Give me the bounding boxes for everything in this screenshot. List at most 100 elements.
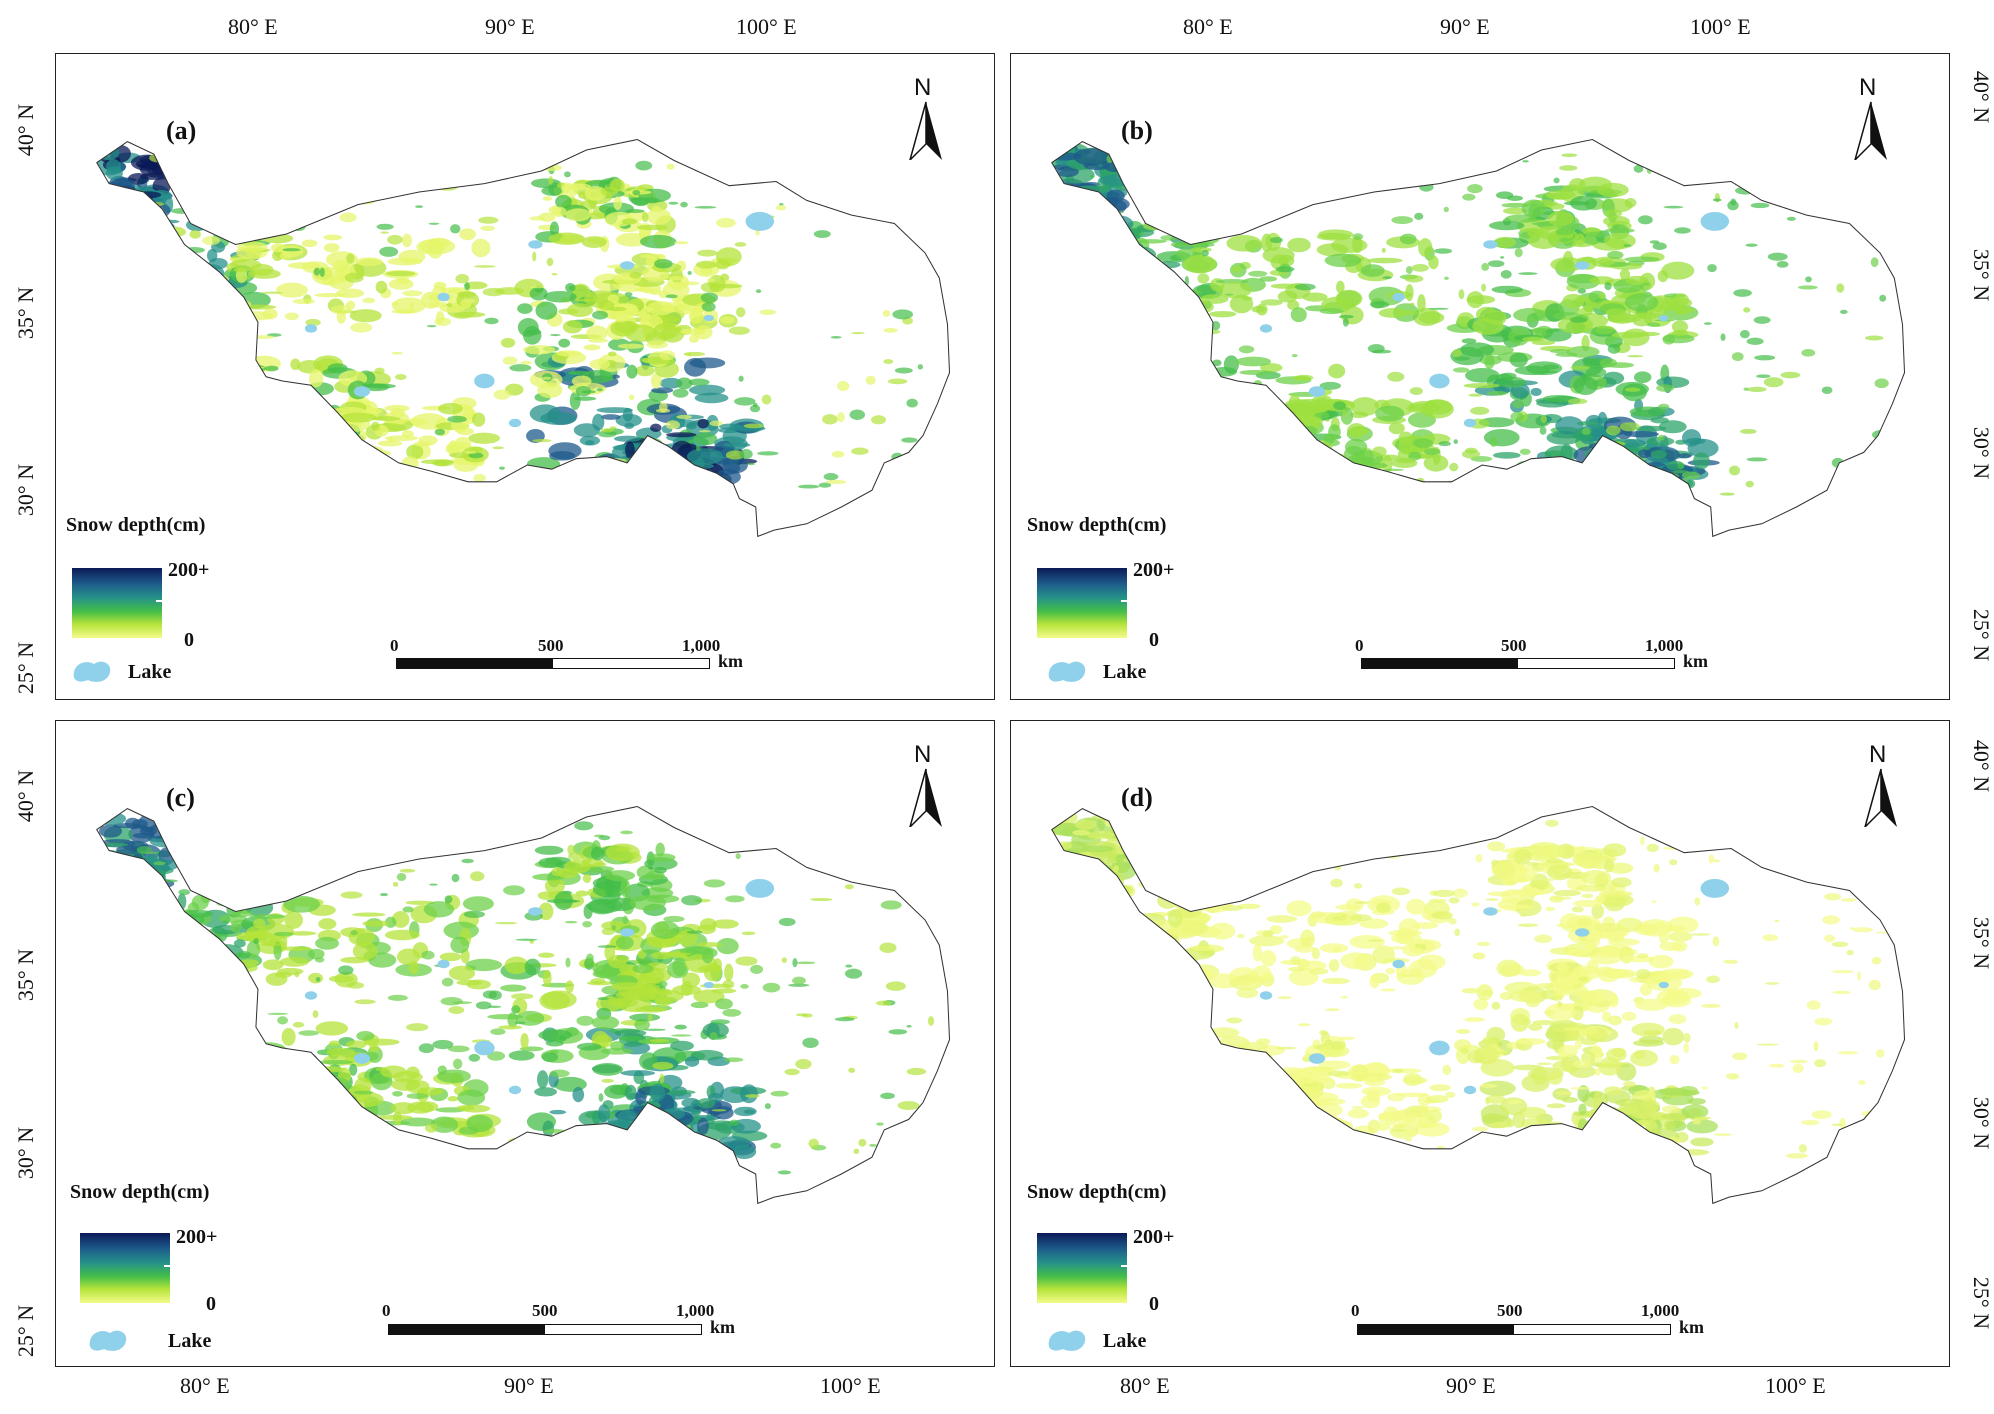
- lat-label-right-d-40: 40° N: [1969, 739, 1994, 793]
- legend-title: Snow depth(cm): [66, 514, 206, 536]
- lake-shape: [528, 907, 543, 916]
- lon-label-bottom-d-90: 90° E: [1446, 1373, 1496, 1398]
- lake-shape: [620, 928, 635, 937]
- lake-shape: [1483, 240, 1498, 249]
- lon-label-top-b-80: 80° E: [1183, 14, 1233, 39]
- legend-max: 200+: [1133, 559, 1175, 581]
- plateau-boundary: [1051, 805, 1906, 1205]
- north-arrow-icon: [908, 101, 942, 163]
- scale-end: 1,000: [1645, 636, 1684, 655]
- lon-label-top-b-90: 90° E: [1440, 14, 1490, 39]
- scale-mid: 500: [532, 1301, 558, 1320]
- lake-shape: [1429, 373, 1450, 389]
- lat-label-right-b-30: 30° N: [1969, 426, 1994, 480]
- lake-shape: [1700, 211, 1730, 231]
- lake-icon: [1048, 1330, 1086, 1351]
- lon-label-bottom-c-80: 80° E: [180, 1373, 230, 1398]
- lake-label: Lake: [128, 661, 172, 683]
- lon-label-top-b-100: 100° E: [1690, 14, 1751, 39]
- legend-min: 0: [1149, 1293, 1159, 1315]
- lat-label-left-a-40: 40° N: [13, 103, 39, 157]
- lake-shape: [1658, 981, 1669, 989]
- snow-cover-layer: [1051, 809, 1897, 1176]
- lake-shape: [1392, 959, 1405, 969]
- lake-shape: [1575, 261, 1590, 270]
- legend-min: 0: [184, 629, 194, 651]
- legend-min: 0: [206, 1293, 216, 1315]
- lake-shape: [703, 314, 714, 322]
- panel-label: (a): [166, 116, 197, 145]
- scale-bar: [1361, 658, 1675, 669]
- scale-zero: 0: [382, 1301, 391, 1320]
- lat-label-left-a-25: 25° N: [13, 641, 39, 695]
- legend-title: Snow depth(cm): [1027, 514, 1167, 536]
- scale-end: 1,000: [682, 636, 721, 655]
- lake-icon: [1048, 661, 1086, 682]
- north-arrow: N: [1861, 741, 1901, 830]
- lon-label-top-a-80: 80° E: [228, 14, 278, 39]
- legend-title: Snow depth(cm): [1027, 1181, 1167, 1203]
- lake-shape: [508, 1085, 522, 1095]
- lake-label: Lake: [1103, 1330, 1147, 1352]
- north-arrow-icon: [908, 768, 942, 830]
- lake-shape: [1483, 907, 1498, 916]
- scale-unit: km: [1679, 1317, 1705, 1337]
- lake-shape: [528, 240, 543, 249]
- scale-end: 1,000: [1641, 1301, 1680, 1320]
- legend-title: Snow depth(cm): [70, 1181, 210, 1203]
- lake-icon: [89, 1330, 127, 1351]
- lake-shape: [1259, 324, 1273, 333]
- scale-unit: km: [710, 1317, 736, 1337]
- plateau-map: [1051, 805, 1906, 1205]
- panel-label: (b): [1121, 116, 1153, 145]
- scale-bar: [1357, 1324, 1671, 1335]
- scale-mid: 500: [1501, 636, 1527, 655]
- snow-cover-layer: [96, 144, 927, 507]
- lake-shape: [620, 261, 635, 270]
- lake-label: Lake: [1103, 661, 1147, 683]
- scale-zero: 0: [1351, 1301, 1360, 1320]
- plateau-map: [96, 138, 951, 538]
- lake-shape: [745, 878, 775, 898]
- lat-label-right-d-35: 35° N: [1969, 916, 1994, 970]
- scale-mid: 500: [1497, 1301, 1523, 1320]
- scale-zero: 0: [1355, 636, 1364, 655]
- plateau-boundary: [1051, 138, 1906, 538]
- lake-shape: [1700, 878, 1730, 898]
- lake-shape: [474, 1040, 495, 1056]
- north-letter: N: [1869, 741, 1887, 768]
- lake-shape: [353, 1053, 371, 1064]
- legend-max: 200+: [176, 1226, 218, 1248]
- lon-label-bottom-d-100: 100° E: [1765, 1373, 1826, 1398]
- lat-label-left-a-30: 30° N: [13, 463, 39, 517]
- scale-mid: 500: [538, 636, 564, 655]
- lake-shape: [1658, 314, 1669, 322]
- lat-label-right-b-40: 40° N: [1969, 70, 1994, 124]
- lat-label-right-b-25: 25° N: [1969, 608, 1994, 662]
- lake-label: Lake: [168, 1330, 212, 1352]
- lat-label-right-d-30: 30° N: [1969, 1096, 1994, 1150]
- north-arrow: N: [1851, 74, 1891, 163]
- lake-shape: [508, 418, 522, 428]
- snow-depth-color-ramp: [72, 568, 162, 638]
- lake-shape: [304, 991, 318, 1000]
- lake-shape: [1429, 1040, 1450, 1056]
- north-arrow: N: [906, 741, 946, 830]
- scale-bar: [388, 1324, 702, 1335]
- map-panel-a: (a) N Snow depth(cm) 200+ 0 Lake 0 500 1…: [55, 53, 995, 700]
- legend-max: 200+: [1133, 1226, 1175, 1248]
- lake-shape: [1308, 1053, 1326, 1064]
- lake-shape: [703, 981, 714, 989]
- lon-label-top-a-100: 100° E: [736, 14, 797, 39]
- north-letter: N: [1859, 74, 1877, 101]
- lon-label-top-a-90: 90° E: [485, 14, 535, 39]
- lat-label-right-d-25: 25° N: [1969, 1276, 1994, 1330]
- scale-bar: [396, 658, 710, 669]
- lake-shape: [1575, 928, 1590, 937]
- legend-min: 0: [1149, 629, 1159, 651]
- north-arrow-icon: [1853, 101, 1887, 163]
- lake-shape: [437, 292, 450, 302]
- panel-label: (c): [166, 783, 195, 812]
- snow-cover-layer: [1051, 141, 1895, 510]
- lake-shape: [1308, 386, 1326, 397]
